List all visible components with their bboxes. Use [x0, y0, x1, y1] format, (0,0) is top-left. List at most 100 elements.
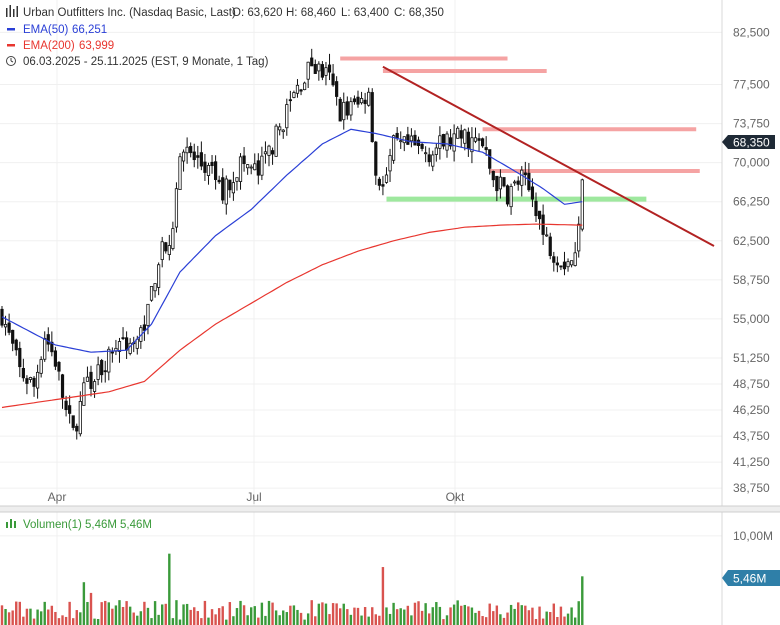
candle-body — [43, 337, 47, 360]
volume-bar — [11, 610, 14, 625]
volume-bar — [267, 600, 271, 625]
volume-bar — [513, 608, 516, 625]
candle-body — [452, 133, 456, 152]
y-tick-label: 66,250 — [733, 195, 770, 209]
volume-value-2: 5,46M — [120, 519, 152, 531]
volume-bar — [232, 616, 235, 625]
volume-bar — [235, 608, 239, 625]
candle-body — [359, 98, 364, 104]
volume-bar — [225, 619, 228, 625]
candle-body — [537, 210, 542, 220]
volume-bar — [22, 616, 25, 625]
candle-body — [484, 147, 488, 151]
volume-bar — [381, 567, 385, 625]
candle-body — [235, 177, 239, 182]
candle-body — [459, 130, 463, 139]
volume-bar — [217, 608, 221, 625]
volume-bar — [178, 619, 182, 625]
volume-bar — [36, 609, 39, 625]
volume-bar — [438, 606, 442, 625]
volume-bar — [89, 592, 93, 625]
candle-body — [427, 154, 431, 163]
candle-body — [338, 98, 342, 122]
candle-body — [513, 181, 517, 184]
candle-body — [306, 61, 310, 80]
candle-body — [299, 89, 303, 92]
volume-bar — [296, 609, 299, 625]
candle-body — [21, 367, 25, 379]
candle-body — [349, 101, 353, 116]
volume-bar — [573, 617, 577, 625]
candle-body — [505, 185, 510, 205]
candle-body — [185, 146, 189, 154]
candle-body — [85, 376, 90, 382]
volume-bar — [107, 602, 110, 625]
candle-body — [71, 415, 75, 428]
volume-bar — [559, 606, 563, 625]
y-tick-label: 55,000 — [733, 312, 770, 326]
candle-body — [448, 137, 453, 147]
volume-tick-label: 10,00M — [733, 529, 773, 543]
candle-body — [409, 135, 414, 142]
volume-bar — [349, 614, 353, 625]
volume-bar — [125, 601, 128, 625]
volume-bar — [32, 618, 36, 625]
candle-body — [374, 141, 378, 176]
volume-bar — [118, 600, 121, 625]
pane-separator[interactable] — [0, 506, 780, 512]
candle-body — [7, 322, 11, 333]
volume-bar — [242, 605, 246, 625]
volume-bar — [502, 617, 506, 625]
candle-body — [310, 57, 314, 67]
volume-bar — [7, 612, 11, 625]
last-volume-value: 5,46M — [733, 572, 766, 586]
volume-bar — [143, 601, 146, 625]
y-tick-label: 62,500 — [733, 234, 770, 248]
candle-body — [28, 377, 33, 380]
volume-label: Volumen(1) — [23, 519, 82, 531]
candle-body — [566, 261, 570, 268]
candle-body — [498, 176, 503, 190]
candle-body — [89, 371, 93, 389]
volume-bar — [484, 617, 488, 625]
candle-body — [274, 125, 278, 157]
candle-body — [473, 137, 478, 142]
volume-bar — [4, 609, 7, 625]
volume-bar — [556, 616, 559, 625]
y-tick-label: 51,250 — [733, 351, 770, 365]
candle-body — [302, 82, 307, 91]
candle-body — [153, 283, 157, 292]
candle-body — [256, 160, 260, 176]
volume-bar — [285, 612, 288, 625]
x-tick-label: Okt — [446, 490, 465, 504]
volume-bar — [435, 602, 438, 625]
volume-bar — [356, 607, 360, 625]
volume-value-1: 5,46M — [85, 519, 117, 531]
candle-body — [96, 364, 100, 380]
candle-body — [253, 163, 257, 171]
volume-bar — [18, 601, 21, 625]
candle-body — [295, 84, 300, 94]
candle-body — [53, 350, 58, 367]
candle-body — [288, 99, 292, 102]
volume-bar — [413, 602, 417, 625]
candle-body — [146, 303, 150, 326]
period-range: 06.03.2025 - 25.11.2025 — [23, 56, 147, 68]
volume-bar — [545, 611, 548, 625]
candle-body — [552, 256, 556, 263]
candle-body — [149, 286, 154, 301]
volume-bar — [0, 605, 4, 625]
ema200-label: EMA(200) — [23, 40, 75, 52]
candle-body — [367, 91, 371, 106]
y-tick-label: 41,250 — [733, 455, 770, 469]
volume-bar — [96, 619, 100, 625]
candle-body — [246, 164, 250, 169]
volume-bar — [388, 613, 392, 625]
candle-body — [570, 260, 574, 266]
candle-body — [18, 347, 22, 368]
ema50-swatch — [7, 28, 15, 31]
volume-bars-icon — [6, 519, 16, 528]
ema50-label: EMA(50) — [23, 24, 69, 36]
volume-bar — [509, 604, 513, 625]
candle-body — [14, 339, 18, 351]
